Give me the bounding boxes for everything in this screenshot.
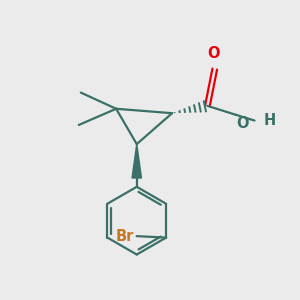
Text: Br: Br — [115, 229, 134, 244]
Text: H: H — [263, 113, 276, 128]
Polygon shape — [132, 144, 142, 178]
Text: O: O — [207, 46, 220, 61]
Text: O: O — [237, 116, 249, 131]
